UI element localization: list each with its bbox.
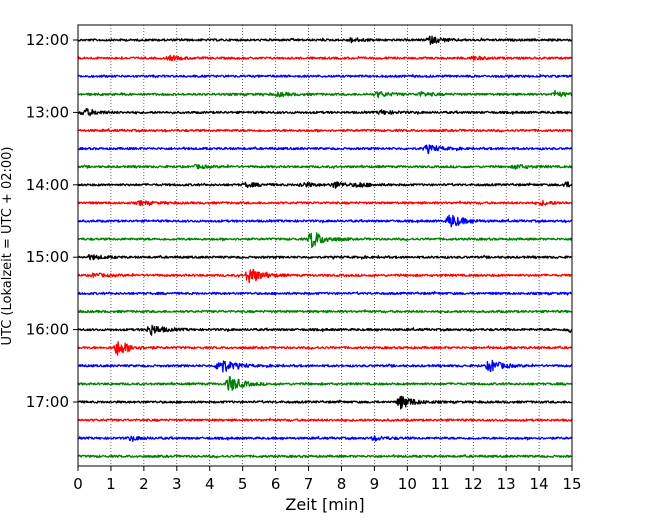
trace-row-1445	[77, 232, 573, 248]
x-tick-label: 11	[431, 475, 450, 493]
trace-row-1200	[77, 35, 573, 46]
x-tick-label: 8	[337, 475, 347, 493]
x-tick-label: 13	[497, 475, 516, 493]
trace-row-1230	[77, 73, 573, 79]
x-tick-label: 1	[106, 475, 116, 493]
x-axis-ticks: 0 1 2 3 4 5 6 7 8 9 10 11 12 13 14 15	[73, 466, 582, 493]
trace-rows	[77, 35, 573, 459]
y-tick-label: 12:00	[26, 31, 69, 49]
trace-row-1615	[77, 341, 573, 356]
trace-row-1245	[77, 89, 573, 99]
y-tick-label: 17:00	[26, 393, 69, 411]
trace-row-1645	[77, 376, 573, 391]
trace-row-1715	[77, 417, 573, 423]
x-tick-label: 6	[271, 475, 281, 493]
trace-row-1500	[77, 253, 573, 261]
trace-row-1345	[77, 163, 573, 170]
y-axis-ticks: 12:00 13:00 14:00 15:00 16:00 17:00	[26, 31, 78, 411]
trace-row-1530	[77, 290, 573, 296]
vertical-grid	[110, 25, 540, 466]
trace-row-1730	[77, 435, 573, 442]
trace-row-1745	[77, 454, 573, 459]
x-tick-label: 14	[530, 475, 549, 493]
x-tick-label: 7	[304, 475, 314, 493]
trace-row-1300	[77, 107, 573, 117]
y-tick-label: 13:00	[26, 103, 69, 121]
y-tick-label: 16:00	[26, 321, 69, 339]
x-tick-label: 5	[238, 475, 248, 493]
x-tick-label: 4	[205, 475, 215, 493]
x-tick-label: 9	[370, 475, 380, 493]
x-tick-label: 10	[398, 475, 417, 493]
y-tick-label: 15:00	[26, 248, 69, 266]
x-axis-label: Zeit [min]	[285, 495, 364, 514]
trace-row-1430	[77, 214, 573, 228]
trace-row-1415	[77, 199, 573, 207]
trace-row-1700	[77, 395, 573, 410]
trace-row-1400	[77, 181, 573, 189]
y-axis-label: UTC (Lokalzeit = UTC + 02:00)	[0, 147, 15, 346]
trace-row-1215	[77, 54, 573, 62]
trace-row-1315	[77, 128, 573, 133]
trace-row-1600	[77, 324, 573, 336]
trace-row-1545	[77, 309, 573, 314]
x-tick-label: 3	[172, 475, 182, 493]
x-tick-label: 2	[139, 475, 149, 493]
trace-row-1515	[77, 268, 573, 284]
x-tick-label: 0	[73, 475, 83, 493]
trace-row-1630	[77, 359, 573, 373]
y-tick-label: 14:00	[26, 176, 69, 194]
x-tick-label: 15	[562, 475, 581, 493]
x-tick-label: 12	[464, 475, 483, 493]
plot-frame	[77, 24, 573, 467]
trace-row-1330	[77, 144, 573, 155]
